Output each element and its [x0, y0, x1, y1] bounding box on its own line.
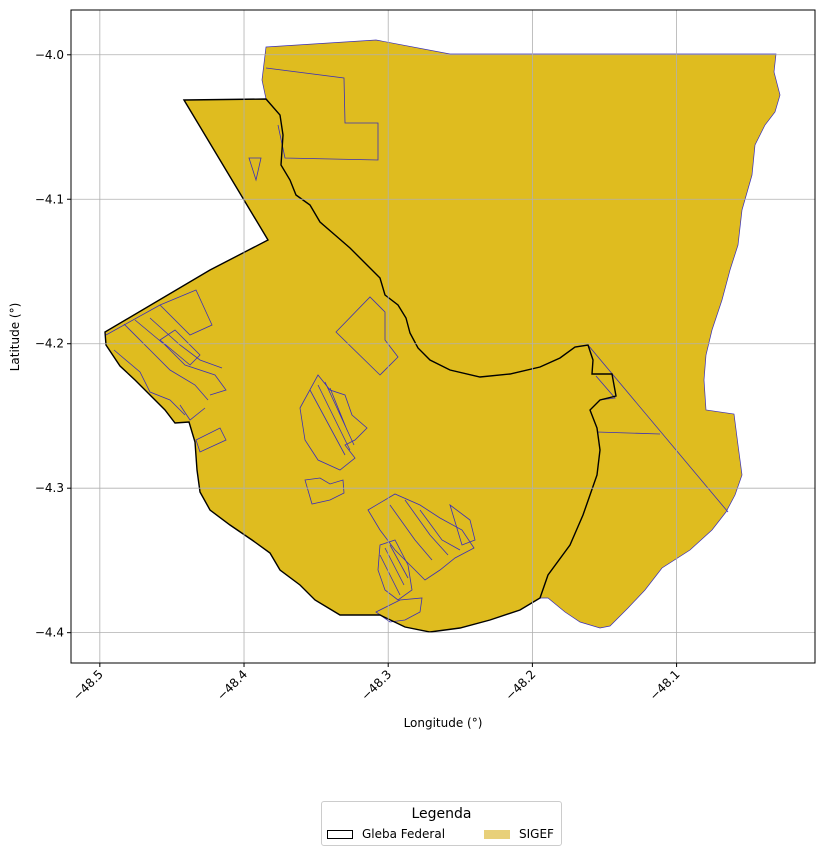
- y-tick-label: −4.0: [35, 48, 64, 62]
- legend: Legenda Gleba Federal SIGEF: [321, 801, 562, 846]
- x-tick-label: −48.5: [70, 667, 106, 703]
- parcel-mid-1: [299, 374, 368, 471]
- gleba-swatch-icon: [327, 829, 353, 839]
- gleba-west-fill: [105, 99, 616, 632]
- y-tick-label: −4.1: [35, 192, 64, 206]
- gleba-federal-outline: [104, 98, 617, 633]
- parcel-west-8: [159, 329, 201, 366]
- parcel-west-7: [195, 427, 227, 453]
- x-axis-label: Longitude (°): [404, 716, 483, 730]
- sigef-parcels: [105, 67, 729, 623]
- grid: [71, 10, 815, 663]
- legend-item-gleba: Gleba Federal: [327, 827, 445, 841]
- parcel-south-2: [389, 499, 461, 561]
- parcel-west-1: [105, 289, 213, 336]
- parcel-south-6: [375, 597, 423, 623]
- y-axis: −4.0 −4.1 −4.2 −4.3 −4.4: [35, 48, 71, 640]
- x-axis: −48.5 −48.4 −48.3 −48.2 −48.1: [70, 663, 683, 703]
- parcel-north-2: [248, 157, 262, 182]
- x-tick-label: −48.4: [214, 667, 250, 703]
- y-tick-label: −4.2: [35, 337, 64, 351]
- y-tick-label: −4.4: [35, 626, 64, 640]
- x-tick-label: −48.1: [647, 667, 683, 703]
- legend-title: Legenda: [411, 806, 472, 822]
- x-tick-label: −48.3: [358, 667, 394, 703]
- legend-item-sigef: SIGEF: [484, 827, 554, 841]
- parcel-west-6: [179, 404, 206, 421]
- parcel-east-line: [596, 431, 661, 435]
- parcel-north-1: [265, 67, 379, 161]
- parcel-center-1: [335, 296, 399, 376]
- parcel-west-3: [134, 319, 227, 396]
- y-tick-label: −4.3: [35, 481, 64, 495]
- parcel-south-1: [367, 493, 475, 581]
- sigef-swatch-icon: [484, 829, 510, 839]
- legend-label-sigef: SIGEF: [519, 827, 554, 841]
- parcel-south-4: [377, 539, 413, 601]
- parcel-west-5: [113, 349, 186, 416]
- parcel-mid-3: [304, 477, 345, 505]
- parcel-mid-2: [309, 381, 355, 456]
- parcel-west-2: [123, 323, 209, 401]
- parcel-west-4: [149, 317, 223, 369]
- y-axis-label: Latitude (°): [8, 303, 22, 372]
- legend-label-gleba: Gleba Federal: [362, 827, 446, 841]
- x-tick-label: −48.2: [503, 667, 539, 703]
- parcel-east-diag: [587, 344, 729, 513]
- sigef-polygons: [105, 39, 781, 632]
- axes-frame: [70, 9, 816, 664]
- parcel-south-3: [449, 503, 476, 546]
